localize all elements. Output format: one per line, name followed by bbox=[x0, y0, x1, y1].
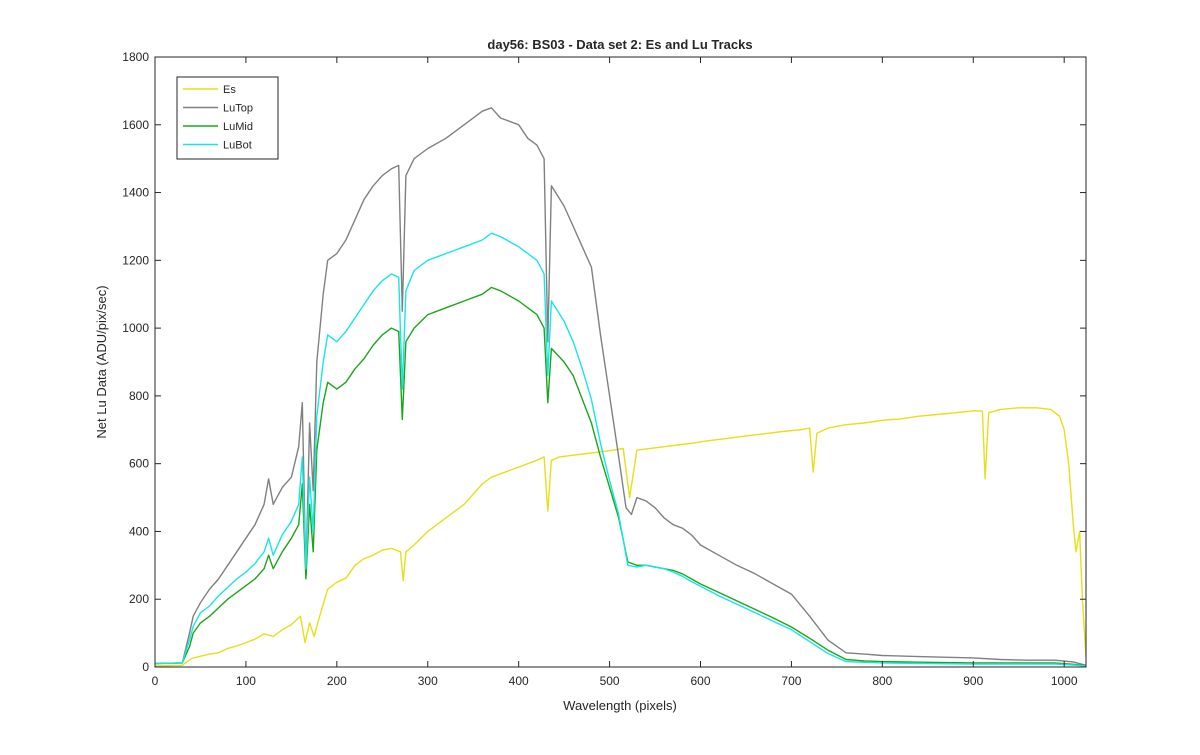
legend-box bbox=[176, 76, 279, 160]
x-tick-label: 700 bbox=[781, 674, 801, 688]
series-line-lumid bbox=[155, 286, 1086, 667]
y-tick-label: 600 bbox=[129, 457, 149, 471]
x-tick-label: 800 bbox=[872, 674, 892, 688]
x-tick-label: 900 bbox=[963, 674, 983, 688]
y-tick-label: 1800 bbox=[122, 50, 149, 64]
x-tick-label: 100 bbox=[236, 674, 256, 688]
legend-label-es: Es bbox=[223, 84, 236, 96]
y-tick-label: 1200 bbox=[122, 253, 149, 267]
x-tick-label: 600 bbox=[690, 674, 710, 688]
x-tick-label: 1000 bbox=[1051, 674, 1078, 688]
y-axis-label: Net Lu Data (ADU/pix/sec) bbox=[94, 285, 109, 438]
series-layer bbox=[155, 107, 1086, 667]
y-tick-label: 0 bbox=[142, 660, 149, 674]
ticks-layer: 0 100 200 300 400 500 600 700 800 900 1000 0 200 400 6… bbox=[122, 50, 1086, 688]
y-tick-label: 800 bbox=[129, 389, 149, 403]
chart-legend: Es LuTop LuMid LuBot bbox=[176, 76, 279, 160]
legend-label-lumid: LuMid bbox=[223, 121, 253, 133]
y-tick-label: 1000 bbox=[122, 321, 149, 335]
x-tick-label: 0 bbox=[152, 674, 159, 688]
series-line-es bbox=[155, 407, 1086, 667]
plot-frame bbox=[154, 56, 1087, 668]
legend-label-lubot: LuBot bbox=[223, 140, 252, 152]
y-tick-label: 400 bbox=[129, 524, 149, 538]
x-tick-label: 500 bbox=[600, 674, 620, 688]
legend-label-lutop: LuTop bbox=[223, 103, 253, 115]
chart-title: day56: BS03 - Data set 2: Es and Lu Trac… bbox=[487, 37, 752, 52]
series-line-lutop bbox=[155, 107, 1086, 666]
y-tick-label: 1400 bbox=[122, 186, 149, 200]
series-line-lubot bbox=[155, 232, 1086, 667]
x-tick-label: 400 bbox=[509, 674, 529, 688]
x-tick-label: 300 bbox=[418, 674, 438, 688]
x-axis-label: Wavelength (pixels) bbox=[563, 698, 677, 713]
y-tick-label: 1600 bbox=[122, 118, 149, 132]
x-tick-label: 200 bbox=[327, 674, 347, 688]
plot-background bbox=[155, 57, 1086, 667]
y-tick-label: 200 bbox=[129, 592, 149, 606]
